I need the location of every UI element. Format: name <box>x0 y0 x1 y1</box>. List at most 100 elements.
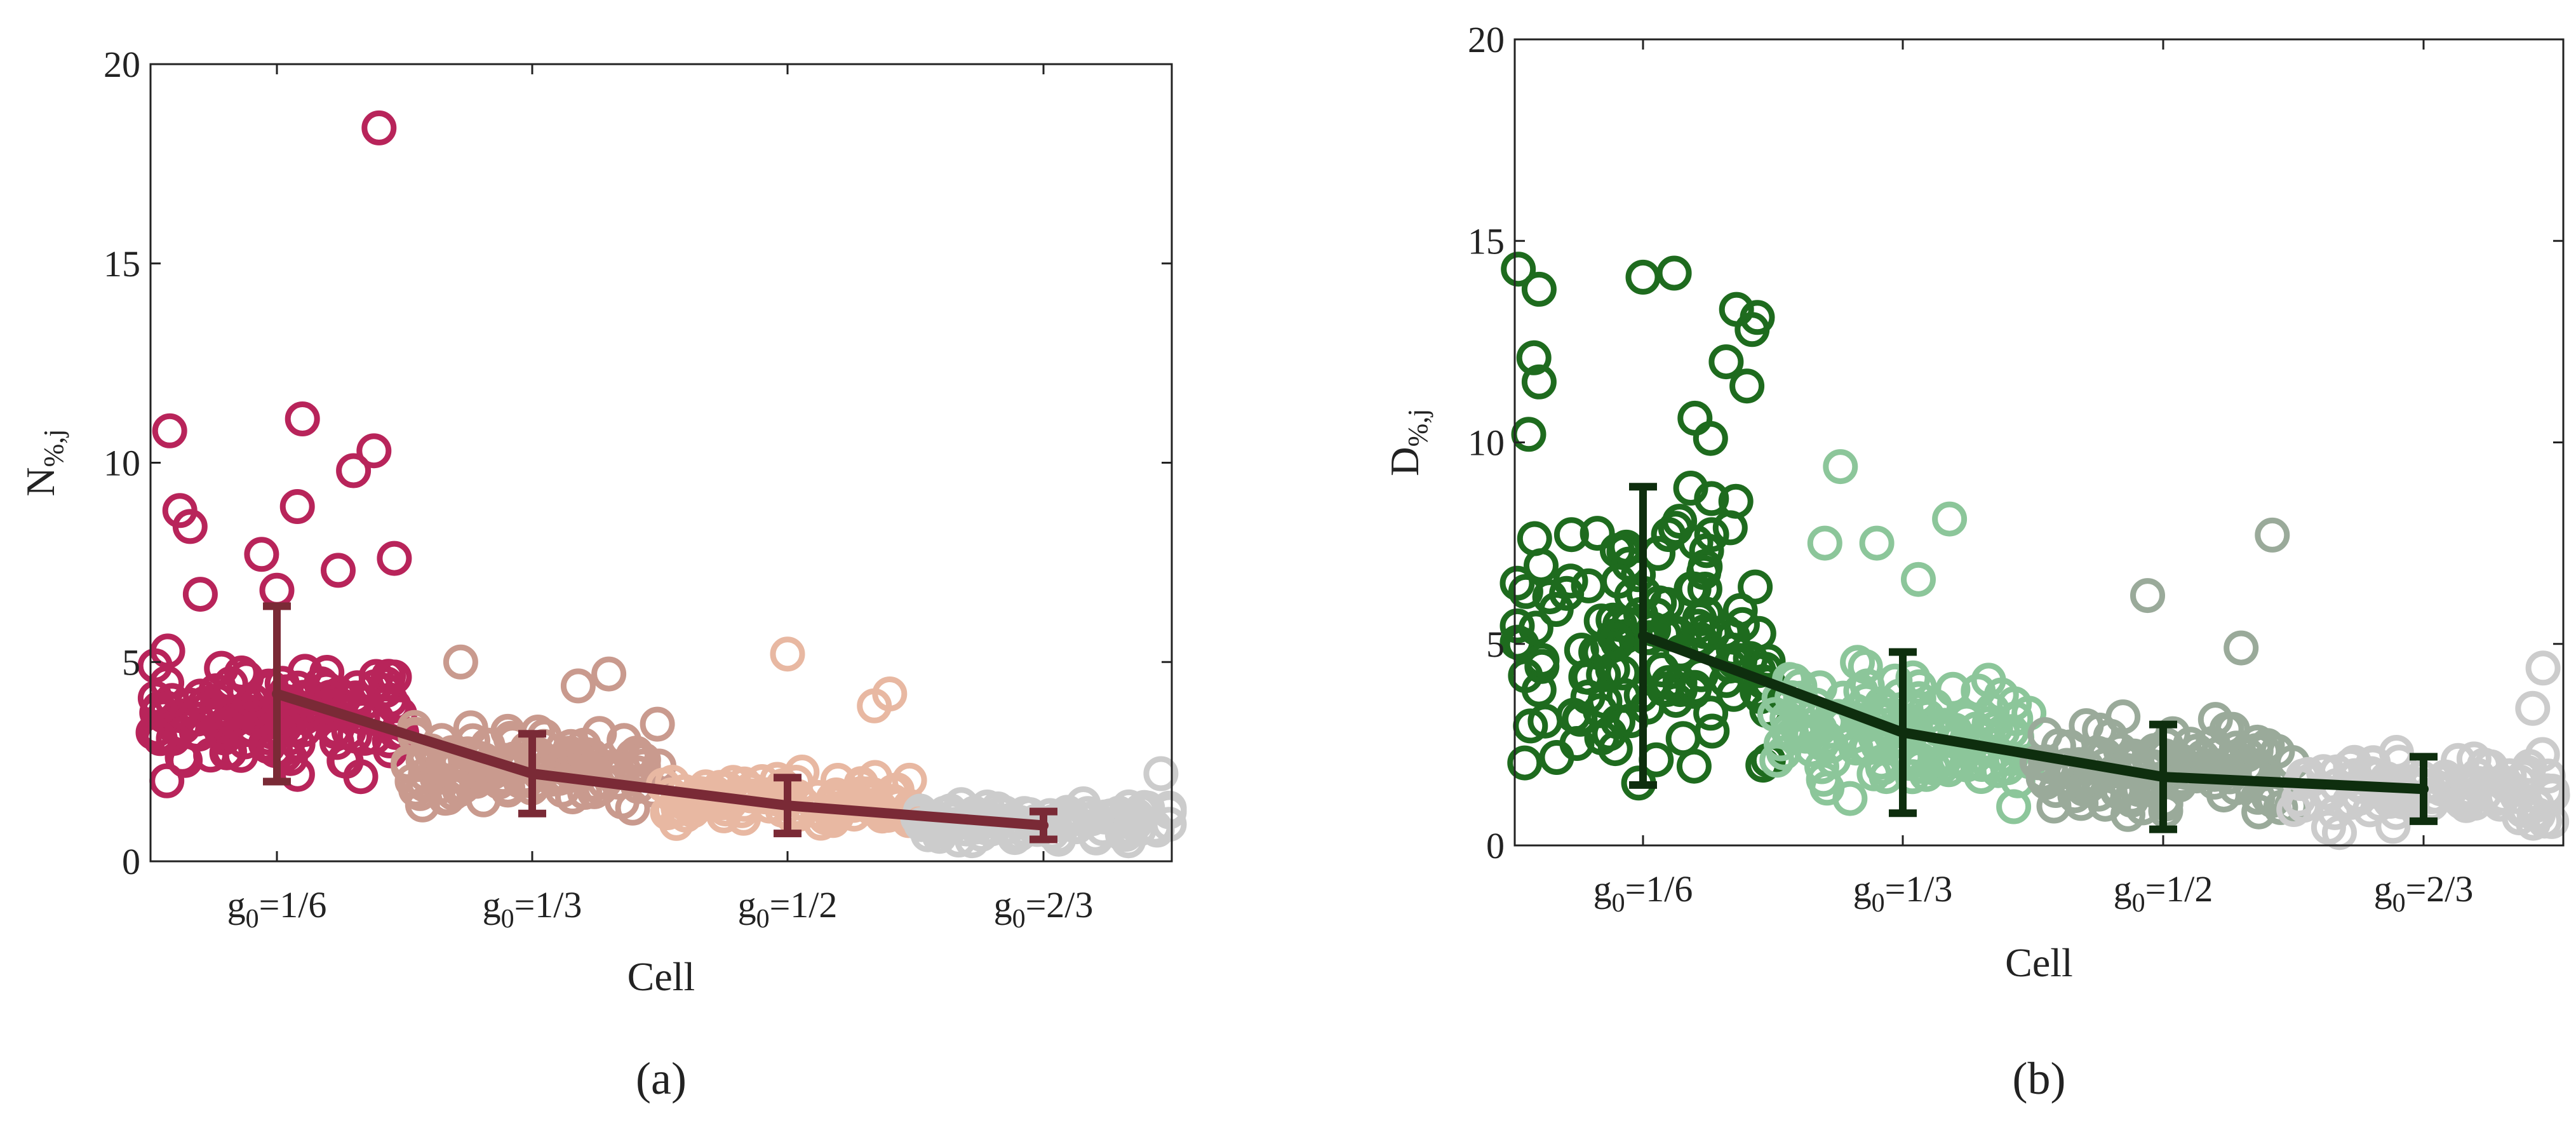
data-point <box>969 810 1004 845</box>
panel-a-y-axis-label: N%,j <box>18 429 69 496</box>
data-point <box>187 685 223 721</box>
data-point <box>2519 788 2554 823</box>
data-point <box>1527 703 1563 739</box>
data-point <box>229 660 264 696</box>
error-bar <box>1030 807 1057 844</box>
data-point <box>356 433 392 469</box>
data-point <box>1521 364 1557 400</box>
data-point <box>2057 778 2093 814</box>
panel-a-mean-line <box>263 602 1057 844</box>
data-point <box>1694 517 1729 553</box>
data-point <box>2286 788 2321 823</box>
data-point <box>250 729 286 764</box>
panel-b-label: (b) <box>2013 1053 2066 1104</box>
data-point <box>1538 592 1574 627</box>
y-tick-label: 10 <box>1468 422 1505 464</box>
data-point <box>357 669 392 704</box>
data-point <box>559 738 594 774</box>
y-tick-label: 5 <box>1486 624 1505 665</box>
data-point <box>406 765 441 800</box>
data-point <box>2375 809 2411 844</box>
data-point <box>1651 517 1686 553</box>
data-point <box>591 656 627 692</box>
data-point <box>1539 740 1574 775</box>
data-point <box>857 688 892 723</box>
data-point <box>172 509 208 544</box>
data-point <box>1750 643 1786 679</box>
data-point <box>1961 673 1996 709</box>
y-tick-label: 15 <box>104 243 140 285</box>
panel-b-y-axis-label: D%,j <box>1382 408 1433 476</box>
data-point <box>1848 649 1883 684</box>
data-point <box>770 636 805 672</box>
data-point <box>1734 312 1770 347</box>
data-point <box>152 413 187 448</box>
data-point <box>2197 702 2233 737</box>
data-point <box>149 665 185 701</box>
data-point <box>1601 563 1636 599</box>
data-point <box>1143 756 1179 791</box>
data-point <box>2110 797 2145 832</box>
panel-b-y-label-base: D <box>1382 447 1427 476</box>
data-point <box>1621 557 1656 593</box>
data-point <box>2438 779 2474 815</box>
error-bar <box>774 774 802 838</box>
y-tick-label: 20 <box>104 44 140 85</box>
data-point <box>2081 776 2116 812</box>
data-point <box>1769 701 1805 736</box>
x-tick-label: g0=2/3 <box>2374 868 2474 918</box>
x-tick-label: g0=1/3 <box>1853 868 1953 918</box>
data-point <box>1963 759 1999 794</box>
data-point <box>1516 340 1552 375</box>
panel-b: 0 5 10 15 20 g0=1/6 g0=1/3 g0=1/2 g0=2/3 Cell D… <box>1382 19 2570 1104</box>
panel-b-y-label-subscript: %,j <box>1402 408 1433 447</box>
panel-a-y-ticks: 0 5 10 15 20 <box>104 44 1172 882</box>
data-point <box>1807 525 1842 561</box>
data-point <box>2224 630 2259 666</box>
data-point <box>1584 720 1620 755</box>
data-point <box>2263 790 2298 825</box>
x-tick-label: g0=1/2 <box>2114 868 2213 918</box>
data-point <box>2460 758 2495 793</box>
series-1 <box>1499 252 1786 801</box>
data-point <box>1562 701 1597 736</box>
data-point <box>1901 562 1936 597</box>
data-point <box>2038 773 2074 808</box>
data-point <box>1656 255 1692 291</box>
panel-a-y-label-base: N <box>18 467 63 496</box>
mean-trend-line <box>272 689 1049 831</box>
mean-trend-line <box>1638 631 2429 795</box>
data-point <box>820 763 855 798</box>
data-point <box>142 721 178 757</box>
data-point <box>904 807 939 842</box>
data-point <box>1802 711 1837 746</box>
panel-b-x-ticks: g0=1/6 g0=1/3 g0=1/2 g0=2/3 <box>1593 39 2474 918</box>
panel-a-y-label-subscript: %,j <box>38 429 69 467</box>
data-point <box>2255 517 2290 553</box>
y-tick-label: 5 <box>122 642 140 683</box>
data-point <box>1694 481 1729 516</box>
panel-b-x-axis-label: Cell <box>2005 940 2073 985</box>
data-point <box>156 721 191 757</box>
data-point <box>2515 690 2551 726</box>
data-point <box>2215 711 2250 747</box>
data-point <box>1687 572 1722 607</box>
x-tick-label: g0=1/6 <box>1593 868 1693 918</box>
data-point <box>1501 252 1536 287</box>
data-point <box>321 553 356 588</box>
data-point <box>2525 650 2561 686</box>
data-point <box>1599 622 1635 658</box>
data-point <box>1932 501 1968 537</box>
data-point <box>235 683 271 718</box>
data-point <box>1059 809 1094 845</box>
data-point <box>1759 743 1795 778</box>
data-point <box>1895 660 1931 696</box>
data-point <box>1507 745 1543 781</box>
data-point <box>149 763 185 798</box>
y-tick-label: 20 <box>1468 19 1505 60</box>
error-bar <box>1889 648 1917 817</box>
data-point <box>2204 754 2240 790</box>
panel-a-label: (a) <box>636 1053 687 1104</box>
panel-b-mean-line <box>1629 483 2438 833</box>
